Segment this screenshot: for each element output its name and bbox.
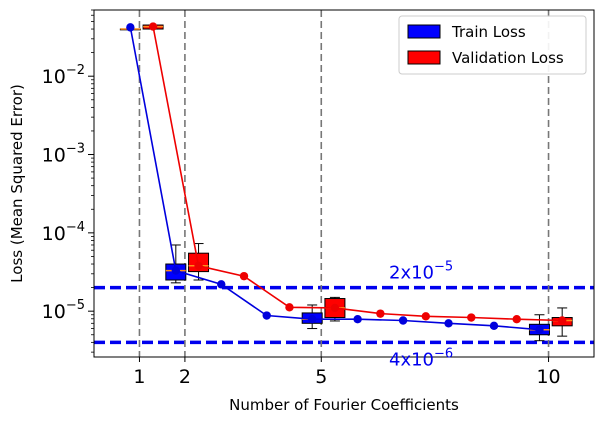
series-point-1-6: [421, 312, 431, 321]
series-point-0-5: [353, 314, 362, 324]
series-line-1: [152, 26, 563, 322]
series-point-0-3: [262, 311, 271, 320]
reference-line-label: 2x10−5: [389, 260, 453, 284]
y-tick-label: 10−5: [42, 298, 85, 323]
series-line-0: [129, 27, 540, 331]
series-point-0-1: [171, 266, 181, 275]
legend-label: Validation Loss: [452, 49, 564, 67]
y-tick-label: 10−2: [42, 63, 85, 88]
x-tick-label: 1: [133, 366, 145, 388]
series-point-1-9: [557, 316, 567, 325]
series-point-0-2: [217, 280, 226, 289]
plot-frame: [93, 9, 595, 358]
series-point-0-0: [126, 23, 135, 32]
legend-frame: [398, 15, 587, 75]
series-point-0-9: [535, 325, 544, 334]
legend-swatch: [407, 50, 441, 65]
y-axis-label: Loss (Mean Squared Error): [8, 84, 26, 283]
x-tick-label: 10: [536, 366, 560, 388]
legend-swatch: [407, 24, 441, 39]
series-point-0-6: [398, 316, 408, 325]
series-point-0-7: [444, 319, 453, 328]
x-tick-label: 5: [315, 366, 327, 388]
y-tick-label: 10−4: [42, 220, 85, 245]
series-point-1-3: [285, 303, 294, 312]
legend: Train Loss Validation Loss: [398, 15, 587, 75]
x-axis-label: Number of Fourier Coefficients: [229, 396, 459, 414]
y-tick-label: 10−3: [42, 142, 85, 167]
series-point-1-4: [330, 303, 340, 313]
series-point-1-5: [376, 309, 385, 318]
legend-label: Train Loss: [451, 23, 526, 41]
series-point-1-2: [239, 271, 249, 281]
x-tick-label: 2: [179, 366, 191, 388]
series-point-1-0: [148, 22, 158, 31]
reference-line-label: 4x10−6: [389, 346, 453, 370]
box-2: [165, 244, 187, 284]
series-point-1-7: [467, 313, 476, 322]
series-point-0-4: [307, 314, 317, 324]
series-point-1-1: [194, 261, 203, 270]
series-point-0-8: [489, 321, 499, 331]
series-point-1-8: [512, 314, 521, 324]
